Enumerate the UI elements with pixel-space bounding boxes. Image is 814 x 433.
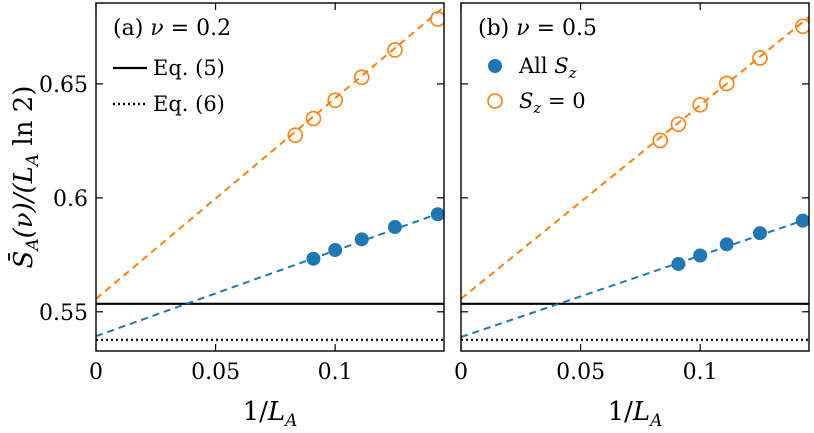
panel-b-xlabel: 1/LA: [608, 397, 663, 431]
legend-eq5-label: Eq. (5): [153, 56, 225, 80]
legend-sz0-label: Sz = 0: [519, 89, 586, 117]
panel-b-legend: All Sz Sz = 0: [487, 54, 586, 117]
ytick-label-a-2: 0.65: [39, 73, 88, 98]
panel-a-points: [287, 11, 444, 266]
ytick-label-a-0: 0.55: [39, 301, 88, 326]
sz0-point-b-4: [752, 50, 768, 66]
sz0-fit-line: [96, 6, 444, 300]
all-sz-point-a-0: [306, 251, 321, 266]
sz0-fit-line-b: [461, 16, 809, 300]
sz0-point-a-2: [327, 92, 343, 109]
sz0-point-b-2: [692, 97, 708, 113]
sz0-point-b-5: [794, 18, 809, 35]
sz0-point-b-1: [670, 116, 687, 133]
sz0-point-a-5: [429, 11, 444, 27]
panel-a-frame: [95, 2, 445, 352]
panel-b-frame: [460, 2, 810, 352]
panel-b: 0 0.05 0.1 (b) ν = 0.5 All Sz Sz = 0 1/LA: [454, 2, 810, 431]
panel-b-hlines: [461, 302, 809, 341]
xtick-label-a-2: 0.1: [318, 360, 353, 385]
sz0-point-a-3: [353, 69, 370, 86]
all-sz-point-a-4: [430, 207, 444, 222]
sz0-point-b-3: [718, 75, 735, 92]
panel-a: 0 0.05 0.1 0.55 0.6 0.65 (a) ν = 0.2 Eq. (5) …: [39, 2, 445, 431]
panel-a-title: (a) ν = 0.2: [113, 16, 231, 41]
panel-a-legend: Eq. (5) Eq. (6): [113, 56, 225, 116]
y-axis-label: S̄A(ν)/(LA ln 2): [7, 86, 43, 269]
legend-eq6-label: Eq. (6): [153, 92, 225, 116]
sz0-point-a-1: [305, 110, 322, 127]
legend-sz0-marker: [487, 93, 503, 109]
xtick-label-b-2: 0.1: [683, 360, 718, 385]
all-sz-point-b-3: [752, 226, 767, 241]
all-sz-point-b-4: [795, 213, 809, 228]
panel-b-ticks: 0 0.05 0.1: [454, 3, 809, 385]
legend-all-sz-label: All Sz: [518, 54, 577, 82]
xtick-label-b-0: 0: [454, 360, 468, 385]
sz0-point-b-0: [652, 132, 669, 149]
all-sz-fit-line-b: [461, 217, 809, 339]
panel-b-title: (b) ν = 0.5: [478, 16, 597, 41]
legend-all-sz-marker: [488, 59, 502, 73]
panel-a-fits: [96, 6, 444, 338]
panel-a-hlines: [96, 302, 444, 341]
all-sz-point-a-3: [387, 220, 402, 235]
ytick-label-a-1: 0.6: [53, 187, 88, 212]
all-sz-point-a-1: [328, 243, 343, 258]
all-sz-fit-line: [96, 210, 444, 338]
all-sz-point-b-1: [693, 248, 708, 263]
panel-b-points: [652, 18, 809, 271]
all-sz-point-a-2: [354, 232, 369, 247]
all-sz-point-b-0: [671, 256, 686, 271]
all-sz-point-b-2: [719, 237, 734, 252]
xtick-label-a-0: 0: [89, 360, 103, 385]
panel-a-xlabel: 1/LA: [243, 397, 298, 431]
sz0-point-a-0: [287, 127, 304, 143]
panel-a-ticks: 0 0.05 0.1 0.55 0.6 0.65: [39, 3, 444, 385]
sz0-point-a-4: [387, 42, 403, 58]
xtick-label-a-1: 0.05: [191, 360, 240, 385]
xtick-label-b-1: 0.05: [556, 360, 605, 385]
panel-b-fits: [461, 16, 809, 339]
